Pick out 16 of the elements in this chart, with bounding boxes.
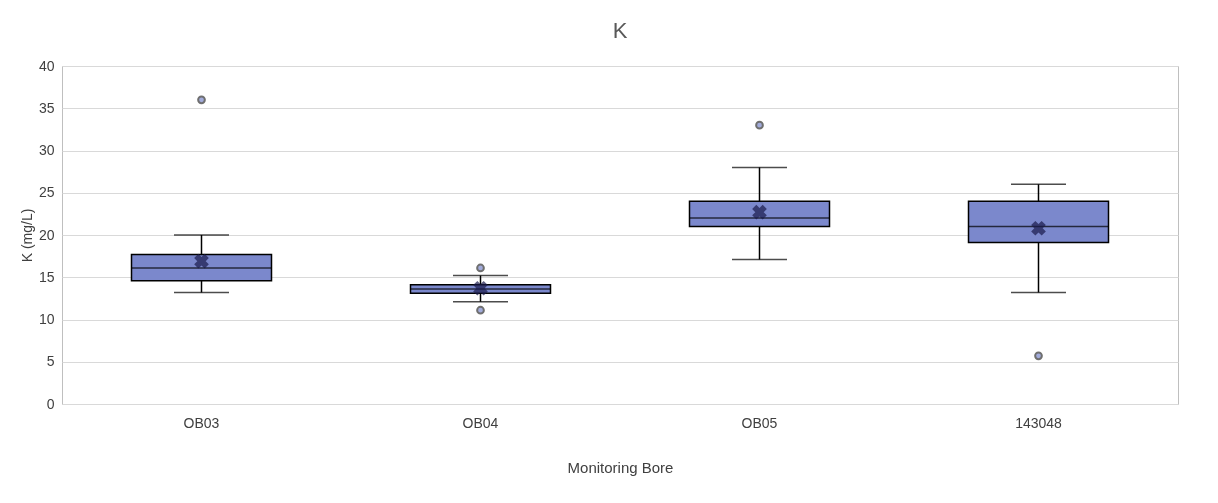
chart-title: K bbox=[612, 18, 628, 43]
y-tick-label: 15 bbox=[38, 268, 55, 285]
y-tick-label: 30 bbox=[38, 142, 55, 158]
x-tick-label: OB05 bbox=[741, 414, 778, 431]
x-tick-label: OB03 bbox=[183, 414, 220, 431]
y-axis-title: K (mg/L) bbox=[18, 208, 35, 263]
y-tick-label: 25 bbox=[38, 184, 55, 201]
x-tick-label: OB04 bbox=[462, 414, 499, 431]
y-tick-label: 5 bbox=[46, 353, 55, 370]
y-tick-label: 40 bbox=[38, 57, 55, 74]
y-tick-label: 10 bbox=[38, 311, 55, 327]
y-tick-label: 35 bbox=[38, 99, 55, 116]
x-tick-label: 143048 bbox=[1015, 414, 1063, 431]
y-tick-label: 20 bbox=[38, 226, 55, 243]
x-axis-title: Monitoring Bore bbox=[567, 458, 674, 476]
y-tick-label: 0 bbox=[46, 395, 55, 412]
